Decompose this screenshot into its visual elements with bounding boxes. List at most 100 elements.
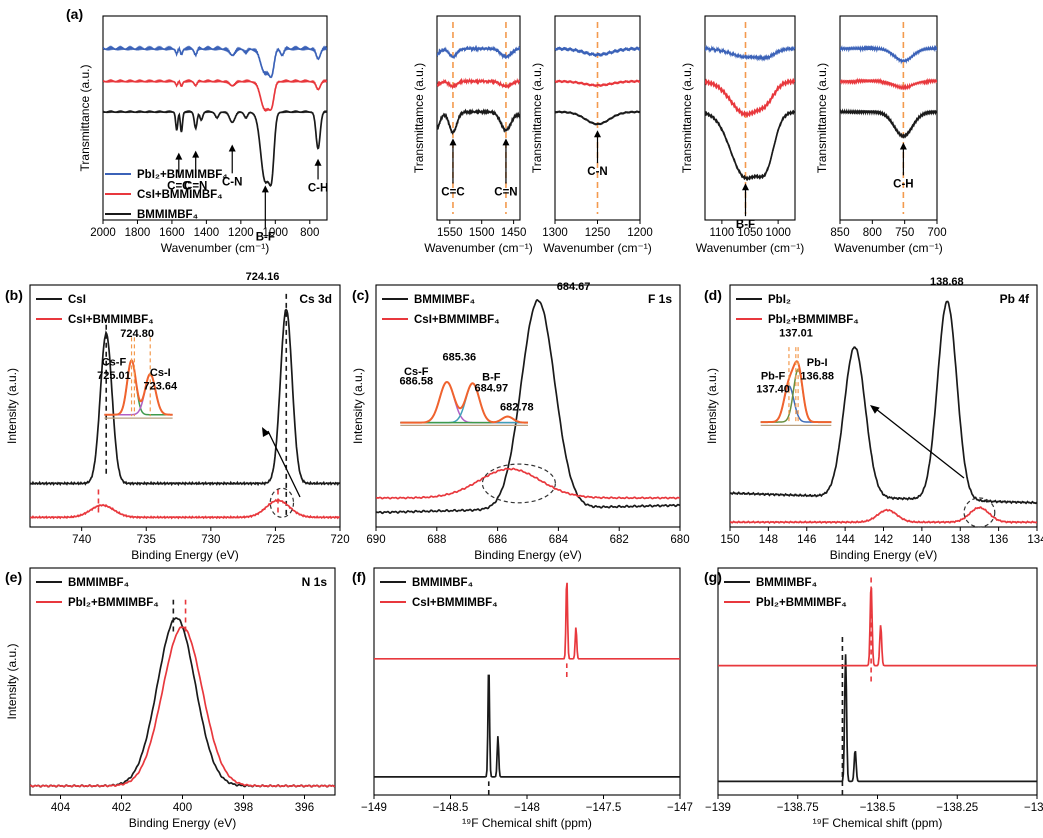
y-axis-label: Transmittamce (a.u.) bbox=[815, 63, 829, 173]
legend-label: CsI+BMMIMBF₄ bbox=[68, 314, 154, 326]
y-axis-label: Transmittamce (a.u.) bbox=[680, 63, 694, 173]
x-tick-label: 1250 bbox=[585, 227, 611, 239]
x-tick-label: 396 bbox=[295, 802, 314, 814]
series-line-0 bbox=[374, 674, 680, 778]
x-axis-label: Wavenumber (cm⁻¹) bbox=[834, 241, 943, 255]
series-line-0 bbox=[555, 46, 640, 58]
series-group bbox=[376, 299, 680, 515]
legend-label: BMMIMBF₄ bbox=[137, 209, 198, 221]
series-line-1 bbox=[730, 506, 1037, 524]
series-line-1 bbox=[30, 626, 335, 788]
x-tick-label: 1500 bbox=[469, 227, 495, 239]
inset-label: 725.01 bbox=[97, 370, 131, 382]
series-group bbox=[718, 587, 1037, 783]
chart-panel-6: (c) 690 688 686 684 682 680 Binding Energy (eV)… bbox=[351, 281, 690, 562]
annotation-label: C-H bbox=[308, 182, 328, 194]
series-line-0 bbox=[376, 299, 680, 515]
annotation-arrowhead bbox=[175, 152, 183, 160]
x-tick-label: 800 bbox=[300, 227, 319, 239]
x-tick-label: −148.5 bbox=[433, 802, 469, 814]
x-axis-label: Wavenumber (cm⁻¹) bbox=[424, 241, 533, 255]
x-axis-label: Wavenumber (cm⁻¹) bbox=[696, 241, 805, 255]
chart-panel-1: 1550 1500 1450 Wavenumber (cm⁻¹) Transmittam… bbox=[412, 15, 533, 255]
annotation-label: C=N bbox=[184, 180, 207, 192]
x-tick-label: 148 bbox=[759, 534, 778, 546]
panel-label: (d) bbox=[704, 287, 722, 303]
x-tick-label: 1100 bbox=[710, 227, 735, 239]
y-axis-label: Intensity (a.u.) bbox=[351, 368, 365, 444]
y-axis-label: Intensity (a.u.) bbox=[5, 643, 19, 719]
x-axis-label: Binding Energy (eV) bbox=[129, 816, 236, 830]
x-axis-label: ¹⁹F Chemical shift (ppm) bbox=[462, 816, 592, 830]
x-tick-label: 1600 bbox=[159, 227, 185, 239]
y-axis-label: Transmittance (a.u.) bbox=[78, 65, 92, 172]
series-group bbox=[374, 582, 680, 778]
inset-label: 682.78 bbox=[500, 401, 534, 413]
panel-label: (b) bbox=[5, 287, 23, 303]
series-line-1 bbox=[437, 77, 520, 90]
x-tick-label: 686 bbox=[488, 534, 507, 546]
inset-label: Cs-F bbox=[102, 357, 127, 369]
chart-panel-5: (b) 740 735 730 725 720 Binding Energy (eV) Int… bbox=[5, 271, 350, 562]
inset-label: 684.97 bbox=[474, 382, 508, 394]
series-line-0 bbox=[30, 308, 340, 487]
annotation-arrowhead bbox=[742, 183, 749, 191]
chart-panel-8: (e) 404 402 400 398 396 Binding Energy (eV) Int… bbox=[5, 567, 336, 830]
x-tick-label: 690 bbox=[366, 534, 385, 546]
x-tick-label: 730 bbox=[201, 534, 220, 546]
x-tick-label: 1200 bbox=[228, 227, 254, 239]
x-tick-label: 725 bbox=[266, 534, 285, 546]
inset-label: 685.36 bbox=[443, 351, 477, 363]
inset-label: 137.40 bbox=[756, 383, 790, 395]
x-tick-label: −139 bbox=[705, 802, 731, 814]
series-line-1 bbox=[374, 582, 680, 660]
series-line-0 bbox=[730, 300, 1037, 505]
x-tick-label: 146 bbox=[797, 534, 816, 546]
x-tick-label: 800 bbox=[863, 227, 882, 239]
annotation-label: C-H bbox=[893, 178, 913, 190]
y-axis-label: Transmittamce (a.u.) bbox=[412, 63, 426, 173]
x-tick-label: 750 bbox=[895, 227, 914, 239]
x-tick-label: 688 bbox=[427, 534, 446, 546]
x-tick-label: 144 bbox=[836, 534, 856, 546]
series-line-1 bbox=[705, 77, 795, 119]
x-tick-label: 140 bbox=[912, 534, 931, 546]
x-tick-label: 404 bbox=[51, 802, 71, 814]
chart-panel-3: 1100 1050 1000 Wavenumber (cm⁻¹) Transmittam… bbox=[680, 15, 805, 255]
annotation-label: C=C bbox=[167, 180, 190, 192]
inset-envelope bbox=[400, 380, 528, 424]
panel-label: (f) bbox=[352, 569, 366, 585]
x-tick-label: −149 bbox=[361, 802, 387, 814]
x-tick-label: 1400 bbox=[194, 227, 220, 239]
legend-label: PbI₂+BMMIMBF₄ bbox=[756, 597, 847, 609]
x-tick-label: −138 bbox=[1024, 802, 1043, 814]
inset-label: Cs-I bbox=[150, 367, 171, 379]
x-tick-label: 680 bbox=[670, 534, 689, 546]
series-group bbox=[555, 46, 640, 126]
annotation-label: C=N bbox=[494, 187, 517, 199]
series-line-2 bbox=[555, 110, 640, 126]
series-line-1 bbox=[376, 467, 680, 500]
chart-panel-2: 1300 1250 1200 Wavenumber (cm⁻¹) Transmittam… bbox=[530, 15, 653, 255]
x-tick-label: 136 bbox=[989, 534, 1008, 546]
legend-label: CsI bbox=[68, 294, 86, 306]
annotation-arrowhead bbox=[261, 185, 269, 193]
chart-title: N 1s bbox=[302, 575, 328, 589]
x-tick-label: 1300 bbox=[542, 227, 568, 239]
x-tick-label: 134 bbox=[1027, 534, 1043, 546]
y-axis-label: Intensity (a.u.) bbox=[705, 368, 719, 444]
x-tick-label: 740 bbox=[72, 534, 91, 546]
inset-label: Pb-F bbox=[761, 370, 786, 382]
series-line-1 bbox=[30, 498, 340, 520]
annotation-label: B-F bbox=[256, 231, 275, 243]
x-tick-label: 720 bbox=[330, 534, 349, 546]
pointer-arrow bbox=[267, 430, 301, 498]
panel-label: (e) bbox=[5, 569, 22, 585]
legend-label: PbI₂ bbox=[768, 294, 791, 306]
x-tick-label: 402 bbox=[112, 802, 131, 814]
x-tick-label: 1550 bbox=[437, 227, 463, 239]
y-axis-label: Intensity (a.u.) bbox=[5, 368, 19, 444]
panel-label: (a) bbox=[66, 6, 83, 22]
